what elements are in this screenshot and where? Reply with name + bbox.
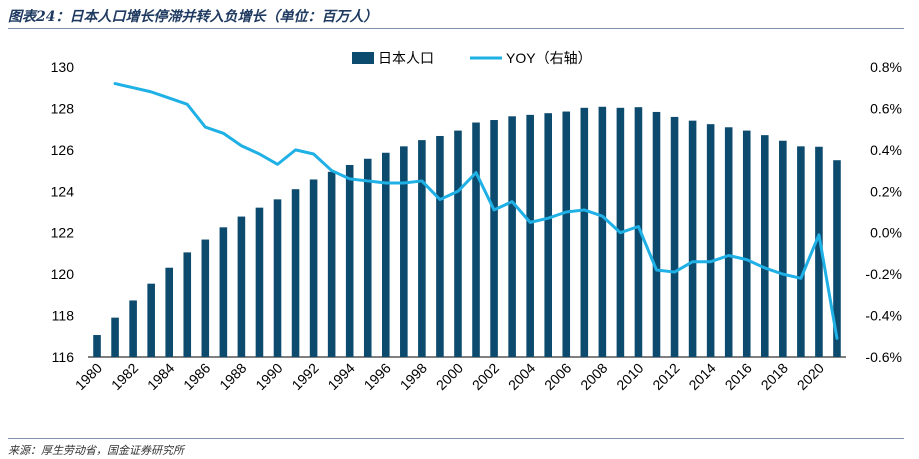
left-axis-ticks: 116 118 120 122 124 126 128 130 [51,59,75,365]
left-tick-label: 126 [51,142,75,158]
population-bar-2017 [761,135,769,357]
title-divider [8,28,904,29]
right-tick-label: 0.0% [870,225,902,241]
population-bar-2006 [562,111,571,357]
population-bar-2008 [598,106,607,358]
population-bar-2001 [472,122,480,357]
population-bar-1980 [93,335,101,357]
population-bar-1993 [327,171,336,357]
population-bar-2000 [454,130,462,357]
right-tick-label: 0.4% [870,142,902,158]
population-bar-1983 [147,283,155,357]
population-bar-2020 [815,146,823,357]
population-bar-1994 [345,164,354,357]
population-bar-2010 [634,107,643,357]
legend-bar-swatch [352,52,374,64]
figure-title: 图表24：日本人口增长停滞并转入负增长（单位：百万人） [8,9,378,25]
x-tick-label: 2002 [469,360,502,393]
population-bar-1999 [436,135,444,357]
population-bar-2002 [490,120,498,357]
x-tick-label: 2010 [613,360,646,393]
population-bar-1985 [183,252,192,357]
population-bar-1992 [309,179,318,357]
left-tick-label: 116 [52,349,75,365]
population-bar-2005 [544,113,552,357]
population-bar-1997 [400,146,408,357]
footer-divider [8,438,904,439]
x-tick-label: 2000 [433,360,466,393]
left-tick-label: 124 [51,183,75,199]
x-tick-label: 2008 [577,360,610,393]
population-bar-1982 [129,300,137,357]
x-tick-label: 1982 [108,360,141,393]
population-bar-1984 [165,267,173,357]
right-axis-ticks: -0.6% -0.4% -0.2% 0.0% 0.2% 0.4% 0.6% 0.8% [865,59,902,365]
x-tick-label: 1980 [72,360,105,393]
population-bar-2013 [688,120,697,358]
left-tick-label: 122 [51,225,75,241]
x-tick-label: 1988 [216,360,249,393]
x-tick-label: 1996 [361,360,394,393]
x-tick-label: 2014 [685,360,718,393]
population-bar-1995 [363,158,372,357]
population-bar-1998 [418,140,426,357]
population-bars [93,106,841,358]
right-tick-label: -0.6% [865,349,902,365]
population-bar-2015 [724,127,733,357]
population-bar-2014 [706,124,715,357]
population-bar-1987 [219,227,228,357]
x-tick-label: 2018 [758,360,791,393]
right-tick-label: -0.2% [865,266,902,282]
x-tick-label: 1990 [252,360,285,393]
x-tick-label: 1994 [324,360,357,393]
x-tick-label: 1992 [288,360,321,393]
population-bar-1996 [382,152,390,357]
population-chart: 116 118 120 122 124 126 128 130 -0.6% -0.4% -0.2%… [51,50,902,393]
x-tick-label: 2006 [541,360,574,393]
legend-bar-label: 日本人口 [378,50,434,66]
x-tick-label: 2020 [794,360,827,393]
population-bar-2016 [742,130,751,357]
x-tick-label: 1984 [144,360,177,393]
right-tick-label: 0.2% [870,183,902,199]
yoy-line [113,82,839,340]
source-note: 来源：厚生劳动省，国金证券研究所 [8,444,184,457]
right-tick-label: -0.4% [865,308,902,324]
population-bar-2019 [797,146,805,357]
population-bar-2004 [526,114,534,357]
population-bar-1988 [237,216,246,357]
population-bar-1989 [255,207,264,357]
population-bar-1981 [111,317,119,357]
population-bar-2018 [779,140,787,357]
population-bar-2021 [833,160,841,357]
x-tick-label: 2004 [505,360,538,393]
population-bar-2007 [580,107,589,357]
x-tick-label: 1986 [180,360,213,393]
legend-line-label: YOY（右轴） [506,50,592,66]
population-bar-2003 [508,116,516,357]
population-bar-2011 [652,111,661,357]
x-tick-label: 2012 [649,360,682,393]
population-bar-1991 [291,189,300,357]
x-tick-label: 2016 [722,360,755,393]
legend: 日本人口 YOY（右轴） [352,50,592,66]
right-tick-label: 0.6% [870,100,902,116]
population-bar-1990 [273,199,282,357]
x-tick-label: 1998 [397,360,430,393]
population-bar-1986 [201,239,210,357]
x-axis-ticks: 1980 1982 1984 1986 1988 1990 1992 1994 1996 1998… [72,360,827,393]
left-tick-label: 130 [51,59,75,75]
left-tick-label: 128 [51,100,75,116]
left-tick-label: 120 [51,266,75,282]
population-bar-2012 [670,116,679,357]
right-tick-label: 0.8% [870,59,902,75]
left-tick-label: 118 [52,308,75,324]
